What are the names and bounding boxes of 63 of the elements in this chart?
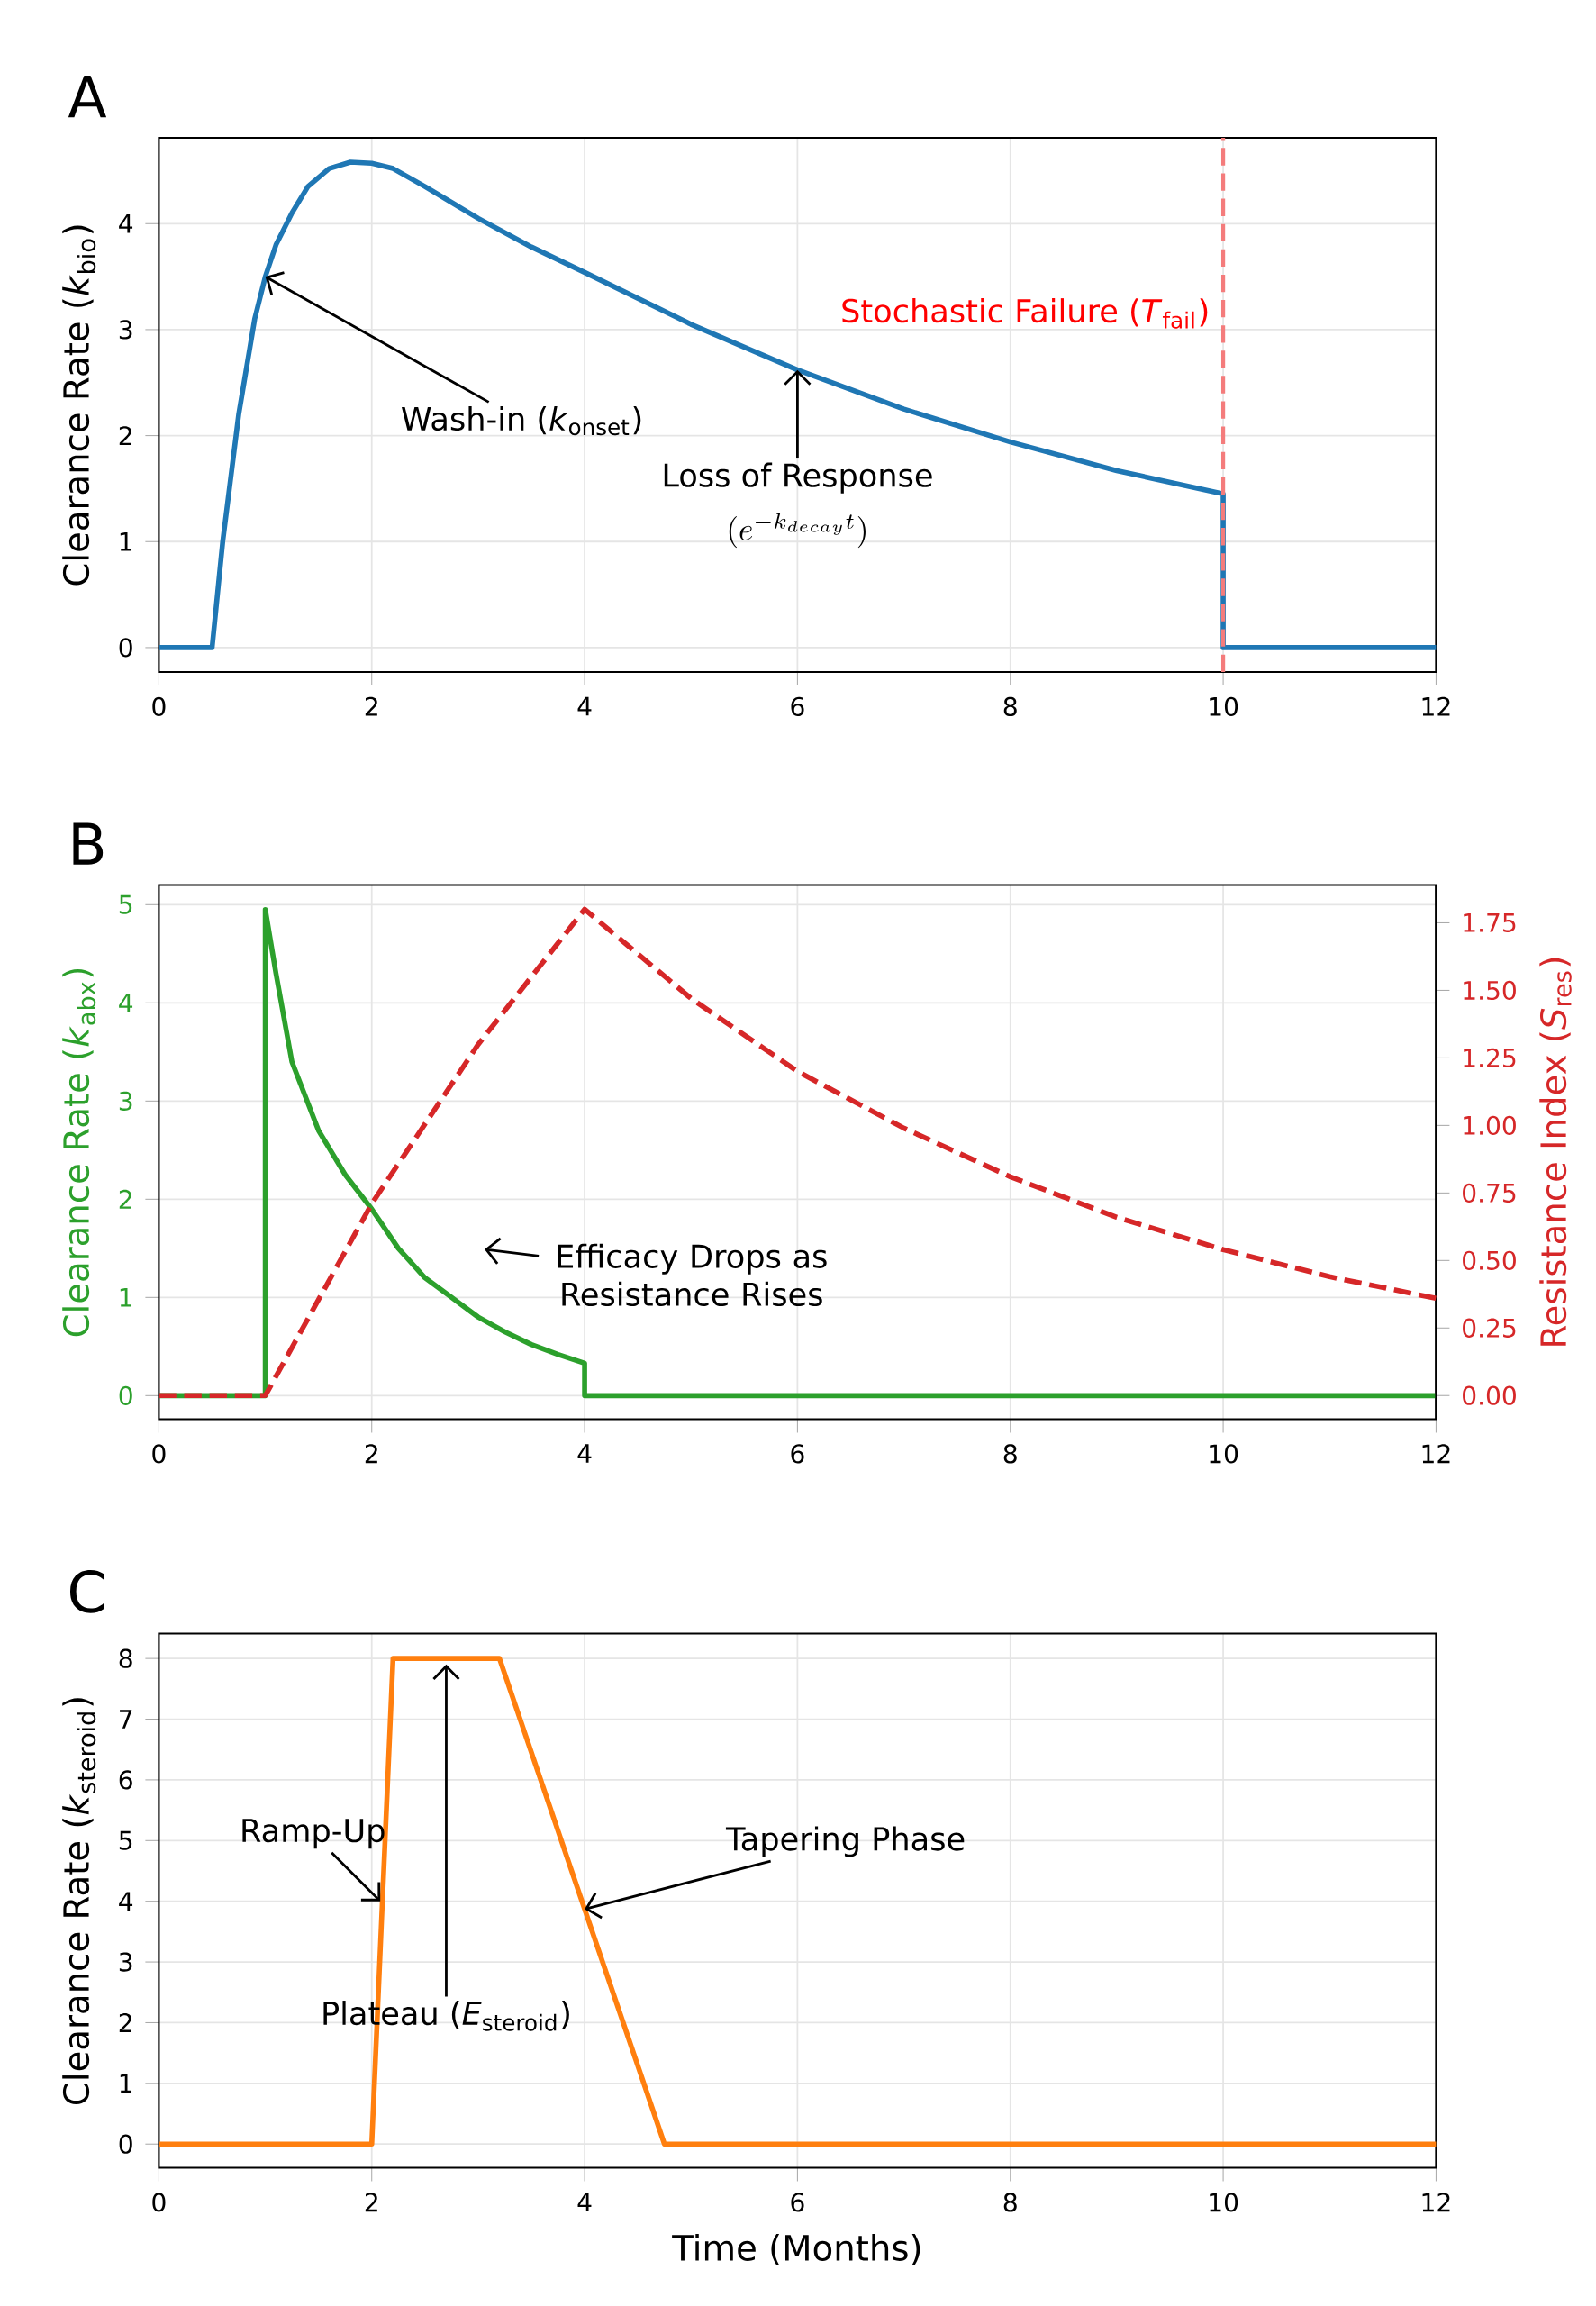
x-tick-label: 0: [152, 1444, 166, 1464]
y-tick-label: 3: [119, 320, 132, 340]
text: C: [69, 1569, 104, 1613]
y2-tick-label: 0.25: [1463, 1318, 1516, 1338]
x-tick-label: 2: [365, 696, 377, 716]
x-tick-label: 12: [1422, 1444, 1450, 1464]
y-axis-title: Clearance Rate (k$_{abx}$): [62, 968, 96, 1337]
x-tick-label: 10: [1210, 696, 1238, 716]
x-tick-label: 12: [1422, 696, 1450, 716]
y-tick-label: 0: [119, 1385, 132, 1405]
annotation: Efficacy Drops as Resistance Rises: [558, 1243, 827, 1307]
text: B: [73, 822, 104, 865]
y2-tick-label: 0.00: [1463, 1385, 1516, 1405]
y-tick-label: 2: [119, 426, 131, 446]
y-tick-label: 5: [119, 1830, 132, 1850]
x-axis-title: Time (Months): [672, 2234, 920, 2265]
y2-tick-label: 1.50: [1464, 980, 1516, 1001]
y-axis-title: Clearance Rate (k$_{steroid}$): [62, 1698, 96, 2105]
y2-tick-label: 1.25: [1464, 1048, 1516, 1068]
y2-tick-label: 1.00: [1464, 1115, 1516, 1135]
y2-tick-label: 0.75: [1463, 1183, 1516, 1203]
y-axis-title: Clearance Rate (k$_{bio}$): [62, 225, 96, 586]
y-tick-label: 3: [119, 1952, 132, 1972]
y-tick-label: 6: [119, 1770, 132, 1790]
x-tick-label: 0: [152, 696, 166, 716]
text: A: [68, 76, 107, 118]
x-tick-label: 6: [791, 1444, 804, 1464]
ref-line-label: Stochastic Failure (T$_{fail}$): [842, 298, 1208, 329]
y2-axis-title: Resistance Index (S$_{res}$): [1539, 958, 1572, 1346]
x-tick-label: 0: [152, 2193, 166, 2212]
y-tick-label: 1: [120, 2074, 132, 2093]
x-tick-label: 8: [1003, 1444, 1017, 1464]
x-tick-label: 2: [365, 1444, 377, 1464]
y-tick-label: 0: [119, 638, 132, 658]
x-tick-label: 4: [577, 1444, 592, 1463]
x-tick-label: 8: [1003, 696, 1017, 716]
y-tick-label: 1: [120, 1288, 132, 1307]
annotation: $(e^{-k_{decay}t})$: [729, 513, 866, 549]
y-tick-label: 4: [119, 214, 133, 233]
x-tick-label: 4: [577, 696, 592, 716]
annotation: Wash-in (k$_{onset}$): [402, 405, 641, 436]
x-tick-label: 12: [1422, 2193, 1450, 2212]
y-tick-label: 1: [120, 532, 132, 551]
y-tick-label: 0: [119, 2134, 132, 2154]
y-tick-label: 4: [119, 1892, 133, 1911]
x-tick-label: 6: [791, 696, 804, 716]
x-tick-label: 4: [577, 2193, 592, 2211]
y-tick-label: 2: [119, 2013, 131, 2032]
y2-tick-label: 1.75: [1464, 913, 1516, 932]
x-tick-label: 10: [1210, 1444, 1238, 1464]
x-tick-label: 2: [365, 2193, 377, 2212]
x-tick-label: 10: [1210, 2193, 1238, 2212]
annotation: Loss of Response: [664, 462, 932, 494]
y-tick-label: 5: [119, 894, 132, 914]
x-tick-label: 8: [1003, 2193, 1017, 2212]
y-tick-label: 4: [119, 994, 133, 1012]
annotation: Tapering Phase: [725, 1826, 965, 1857]
y-tick-label: 8: [119, 1648, 132, 1668]
y-tick-label: 2: [119, 1189, 131, 1209]
y-tick-label: 3: [119, 1091, 132, 1111]
y2-tick-label: 0.50: [1463, 1250, 1516, 1270]
y-tick-label: 7: [120, 1710, 132, 1729]
x-tick-label: 6: [791, 2193, 804, 2212]
